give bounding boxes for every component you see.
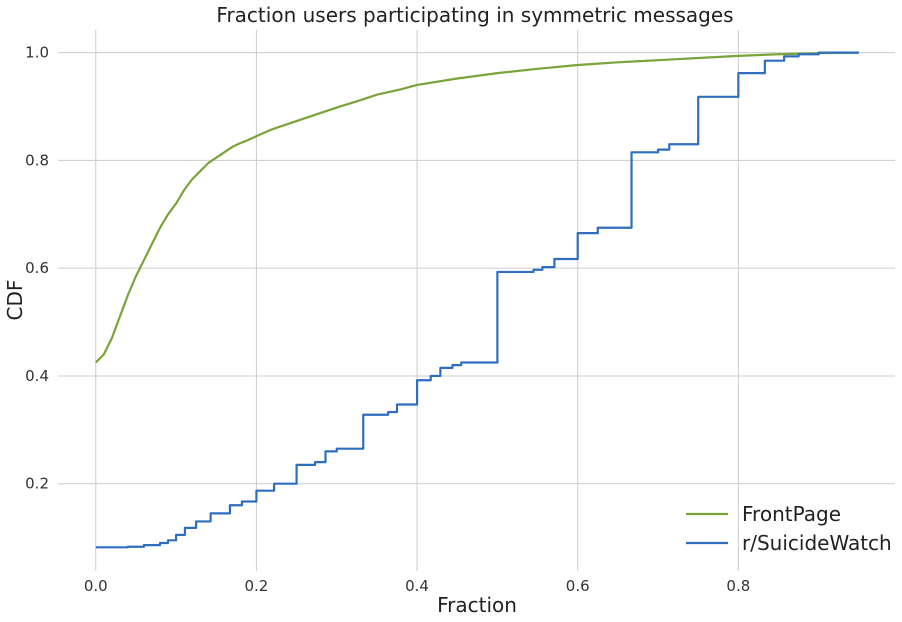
- legend-label-suicidewatch: r/SuicideWatch: [742, 531, 892, 555]
- x-tick-label: 0.0: [84, 577, 108, 595]
- grid-lines: [58, 30, 895, 571]
- x-tick-label: 0.6: [566, 577, 590, 595]
- y-tick-labels: 0.2 0.4 0.6 0.8 1.0: [25, 44, 49, 493]
- x-tick-label: 0.4: [405, 577, 429, 595]
- y-tick-label: 0.8: [25, 151, 49, 169]
- chart-title: Fraction users participating in symmetri…: [216, 3, 733, 27]
- x-axis-label: Fraction: [437, 593, 517, 617]
- x-tick-labels: 0.0 0.2 0.4 0.6 0.8: [84, 577, 750, 595]
- y-tick-label: 0.2: [25, 475, 49, 493]
- y-tick-label: 0.4: [25, 367, 49, 385]
- series-layer: [94, 51, 859, 549]
- legend-label-frontpage: FrontPage: [742, 502, 841, 526]
- series-line-frontpage: [94, 51, 859, 364]
- y-axis-label: CDF: [3, 280, 27, 321]
- y-tick-label: 1.0: [25, 44, 49, 62]
- legend: FrontPage r/SuicideWatch: [686, 502, 892, 555]
- y-tick-label: 0.6: [25, 259, 49, 277]
- x-tick-label: 0.2: [244, 577, 268, 595]
- x-tick-label: 0.8: [726, 577, 750, 595]
- series-line-suicidewatch: [95, 51, 859, 549]
